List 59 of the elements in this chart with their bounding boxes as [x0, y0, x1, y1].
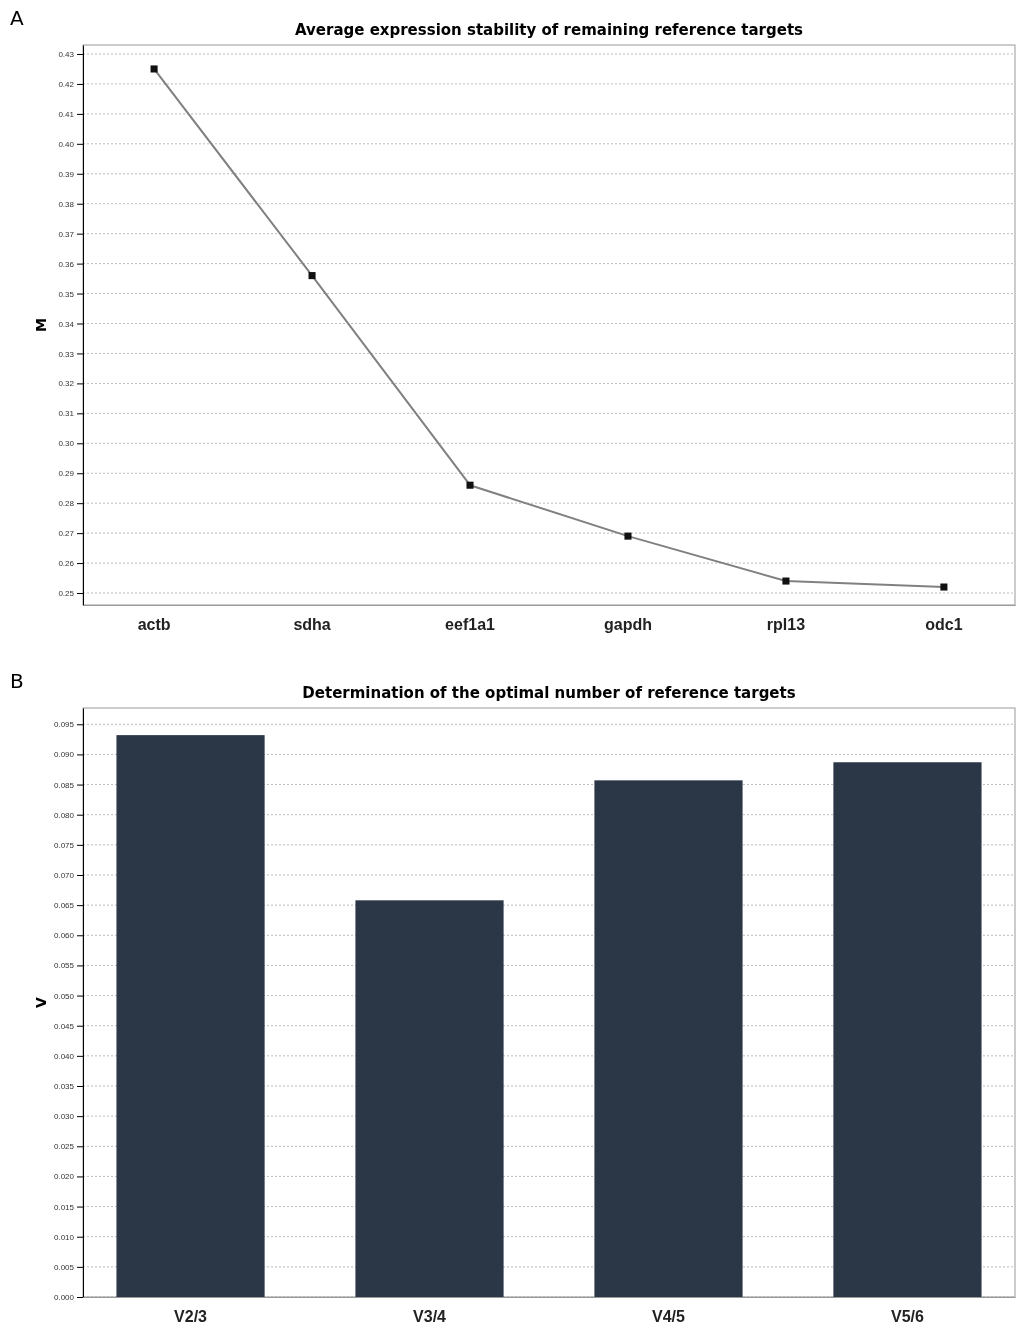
- x-tick-label: V5/6: [891, 1308, 925, 1326]
- y-tick-label: 0.075: [53, 840, 75, 850]
- x-tick-label: rpl13: [766, 616, 806, 634]
- y-tick-label: 0.080: [53, 810, 75, 820]
- y-tick-label: 0.35: [58, 289, 75, 299]
- y-tick-label: 0.41: [58, 109, 75, 119]
- y-tick-label: 0.25: [58, 589, 75, 599]
- y-tick-label: 0.40: [58, 139, 75, 149]
- y-axis-title: M: [33, 318, 49, 332]
- y-tick-label: 0.000: [53, 1293, 75, 1303]
- y-tick-label: 0.26: [58, 559, 75, 569]
- y-tick-label: 0.070: [53, 871, 75, 881]
- y-tick-label: 0.050: [53, 991, 75, 1001]
- y-axis-title: V: [33, 996, 49, 1008]
- y-tick-label: 0.33: [58, 349, 75, 359]
- y-tick-label: 0.31: [58, 409, 75, 419]
- x-tick-label: V2/3: [174, 1308, 208, 1326]
- y-tick-label: 0.37: [58, 229, 75, 239]
- x-tick-label: gapdh: [603, 616, 652, 634]
- y-tick-label: 0.085: [53, 780, 75, 790]
- chart-title: Determination of the optimal number of reference targets: [302, 684, 796, 702]
- y-tick-label: 0.095: [53, 720, 75, 730]
- x-tick-label: eef1a1: [445, 616, 496, 634]
- y-tick-label: 0.025: [53, 1142, 75, 1152]
- y-tick-label: 0.015: [53, 1202, 75, 1212]
- y-tick-label: 0.035: [53, 1082, 75, 1092]
- y-tick-label: 0.055: [53, 961, 75, 971]
- y-tick-label: 0.27: [58, 529, 75, 539]
- x-tick-label: V3/4: [413, 1308, 447, 1326]
- y-tick-label: 0.065: [53, 901, 75, 911]
- y-tick-label: 0.005: [53, 1262, 75, 1272]
- y-tick-label: 0.090: [53, 750, 75, 760]
- y-tick-label: 0.34: [58, 319, 75, 329]
- y-tick-label: 0.020: [53, 1172, 75, 1182]
- text: A: [10, 6, 24, 30]
- x-tick-label: V4/5: [652, 1308, 686, 1326]
- x-tick-label: odc1: [925, 616, 963, 634]
- y-tick-label: 0.040: [53, 1051, 75, 1061]
- y-tick-label: 0.38: [58, 199, 75, 209]
- y-tick-label: 0.045: [53, 1021, 75, 1031]
- y-tick-label: 0.30: [58, 439, 75, 449]
- x-tick-label: sdha: [293, 616, 331, 634]
- bar: [355, 900, 504, 1297]
- y-tick-label: 0.030: [53, 1112, 75, 1122]
- chart-title: Average expression stability of remaining reference targets: [294, 21, 804, 39]
- y-tick-label: 0.060: [53, 931, 75, 941]
- y-tick-label: 0.32: [58, 379, 75, 389]
- bar: [116, 735, 265, 1297]
- y-tick-label: 0.43: [58, 50, 75, 60]
- bar: [833, 762, 982, 1297]
- x-tick-label: actb: [137, 616, 171, 634]
- bar: [594, 780, 743, 1297]
- y-tick-label: 0.010: [53, 1232, 75, 1242]
- y-tick-label: 0.39: [58, 169, 75, 179]
- text: B: [10, 669, 24, 693]
- y-tick-label: 0.36: [58, 259, 75, 269]
- y-tick-label: 0.28: [58, 499, 75, 509]
- y-tick-label: 0.29: [58, 469, 75, 479]
- y-tick-label: 0.42: [58, 79, 75, 89]
